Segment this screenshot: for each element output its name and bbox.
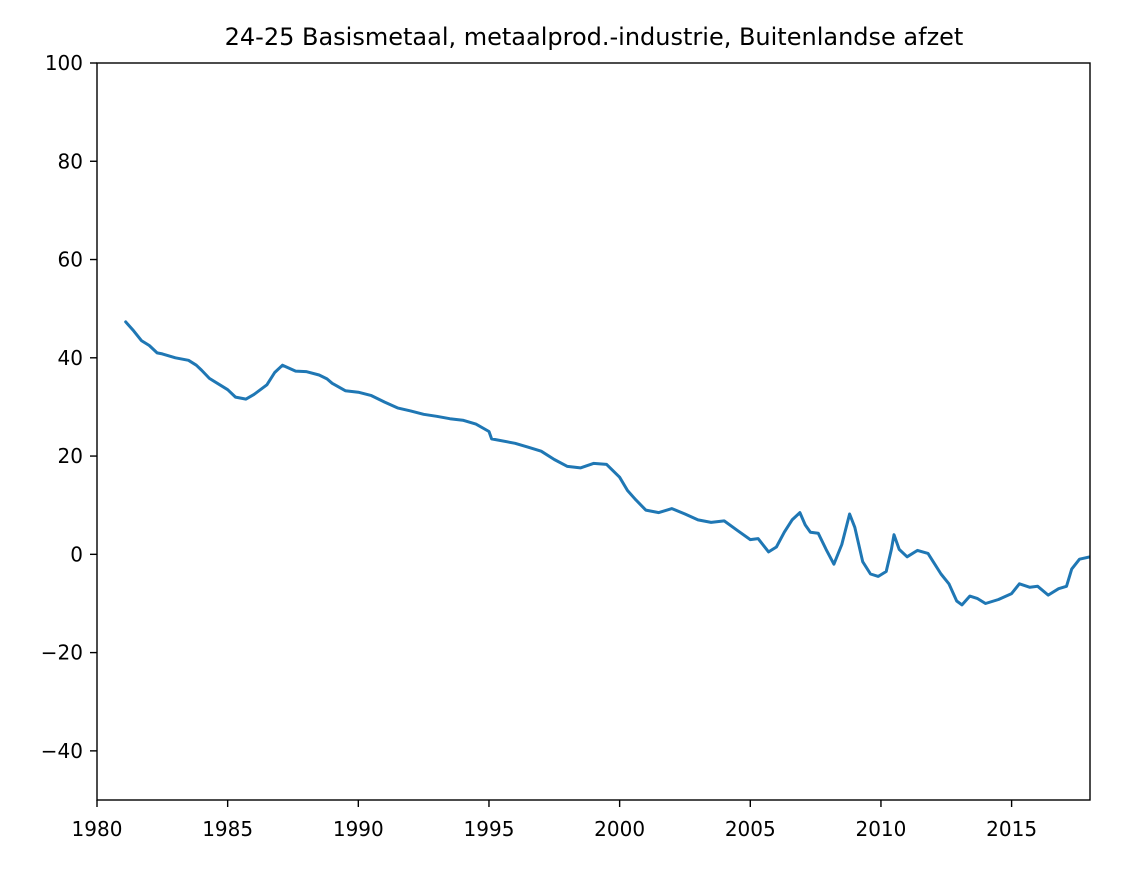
x-tick-label: 1990 <box>333 817 384 841</box>
x-tick-label: 1980 <box>72 817 123 841</box>
x-tick-label: 1995 <box>464 817 515 841</box>
y-tick-label: −40 <box>41 739 83 763</box>
x-tick-label: 2010 <box>855 817 906 841</box>
x-tick-label: 2005 <box>725 817 776 841</box>
x-axis: 1980 1985 1990 1995 2000 2005 2010 2015 <box>72 800 1037 841</box>
y-tick-label: 60 <box>58 248 83 272</box>
plot-area <box>124 320 1090 607</box>
y-tick-label: 20 <box>58 444 83 468</box>
y-tick-label: 80 <box>58 149 83 173</box>
x-tick-label: 1985 <box>202 817 253 841</box>
x-tick-label: 2015 <box>986 817 1037 841</box>
x-tick-label: 2000 <box>594 817 645 841</box>
plot-frame <box>96 62 1091 801</box>
y-tick-label: 0 <box>70 542 83 566</box>
chart-title: 24-25 Basismetaal, metaalprod.-industrie… <box>225 23 964 51</box>
y-axis: −40 −20 0 20 40 60 80 100 <box>41 51 97 763</box>
series-line <box>124 320 1090 607</box>
y-tick-label: 40 <box>58 346 83 370</box>
y-tick-label: 100 <box>45 51 83 75</box>
y-tick-label: −20 <box>41 641 83 665</box>
